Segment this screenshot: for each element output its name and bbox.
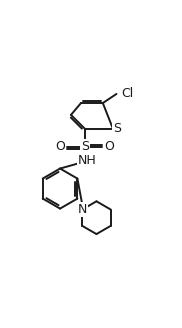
Text: N: N <box>78 203 87 216</box>
Text: O: O <box>104 140 114 153</box>
Text: O: O <box>55 140 65 153</box>
Text: NH: NH <box>78 154 97 167</box>
Text: S: S <box>81 140 89 153</box>
Text: Cl: Cl <box>121 88 133 100</box>
Text: S: S <box>113 122 121 135</box>
